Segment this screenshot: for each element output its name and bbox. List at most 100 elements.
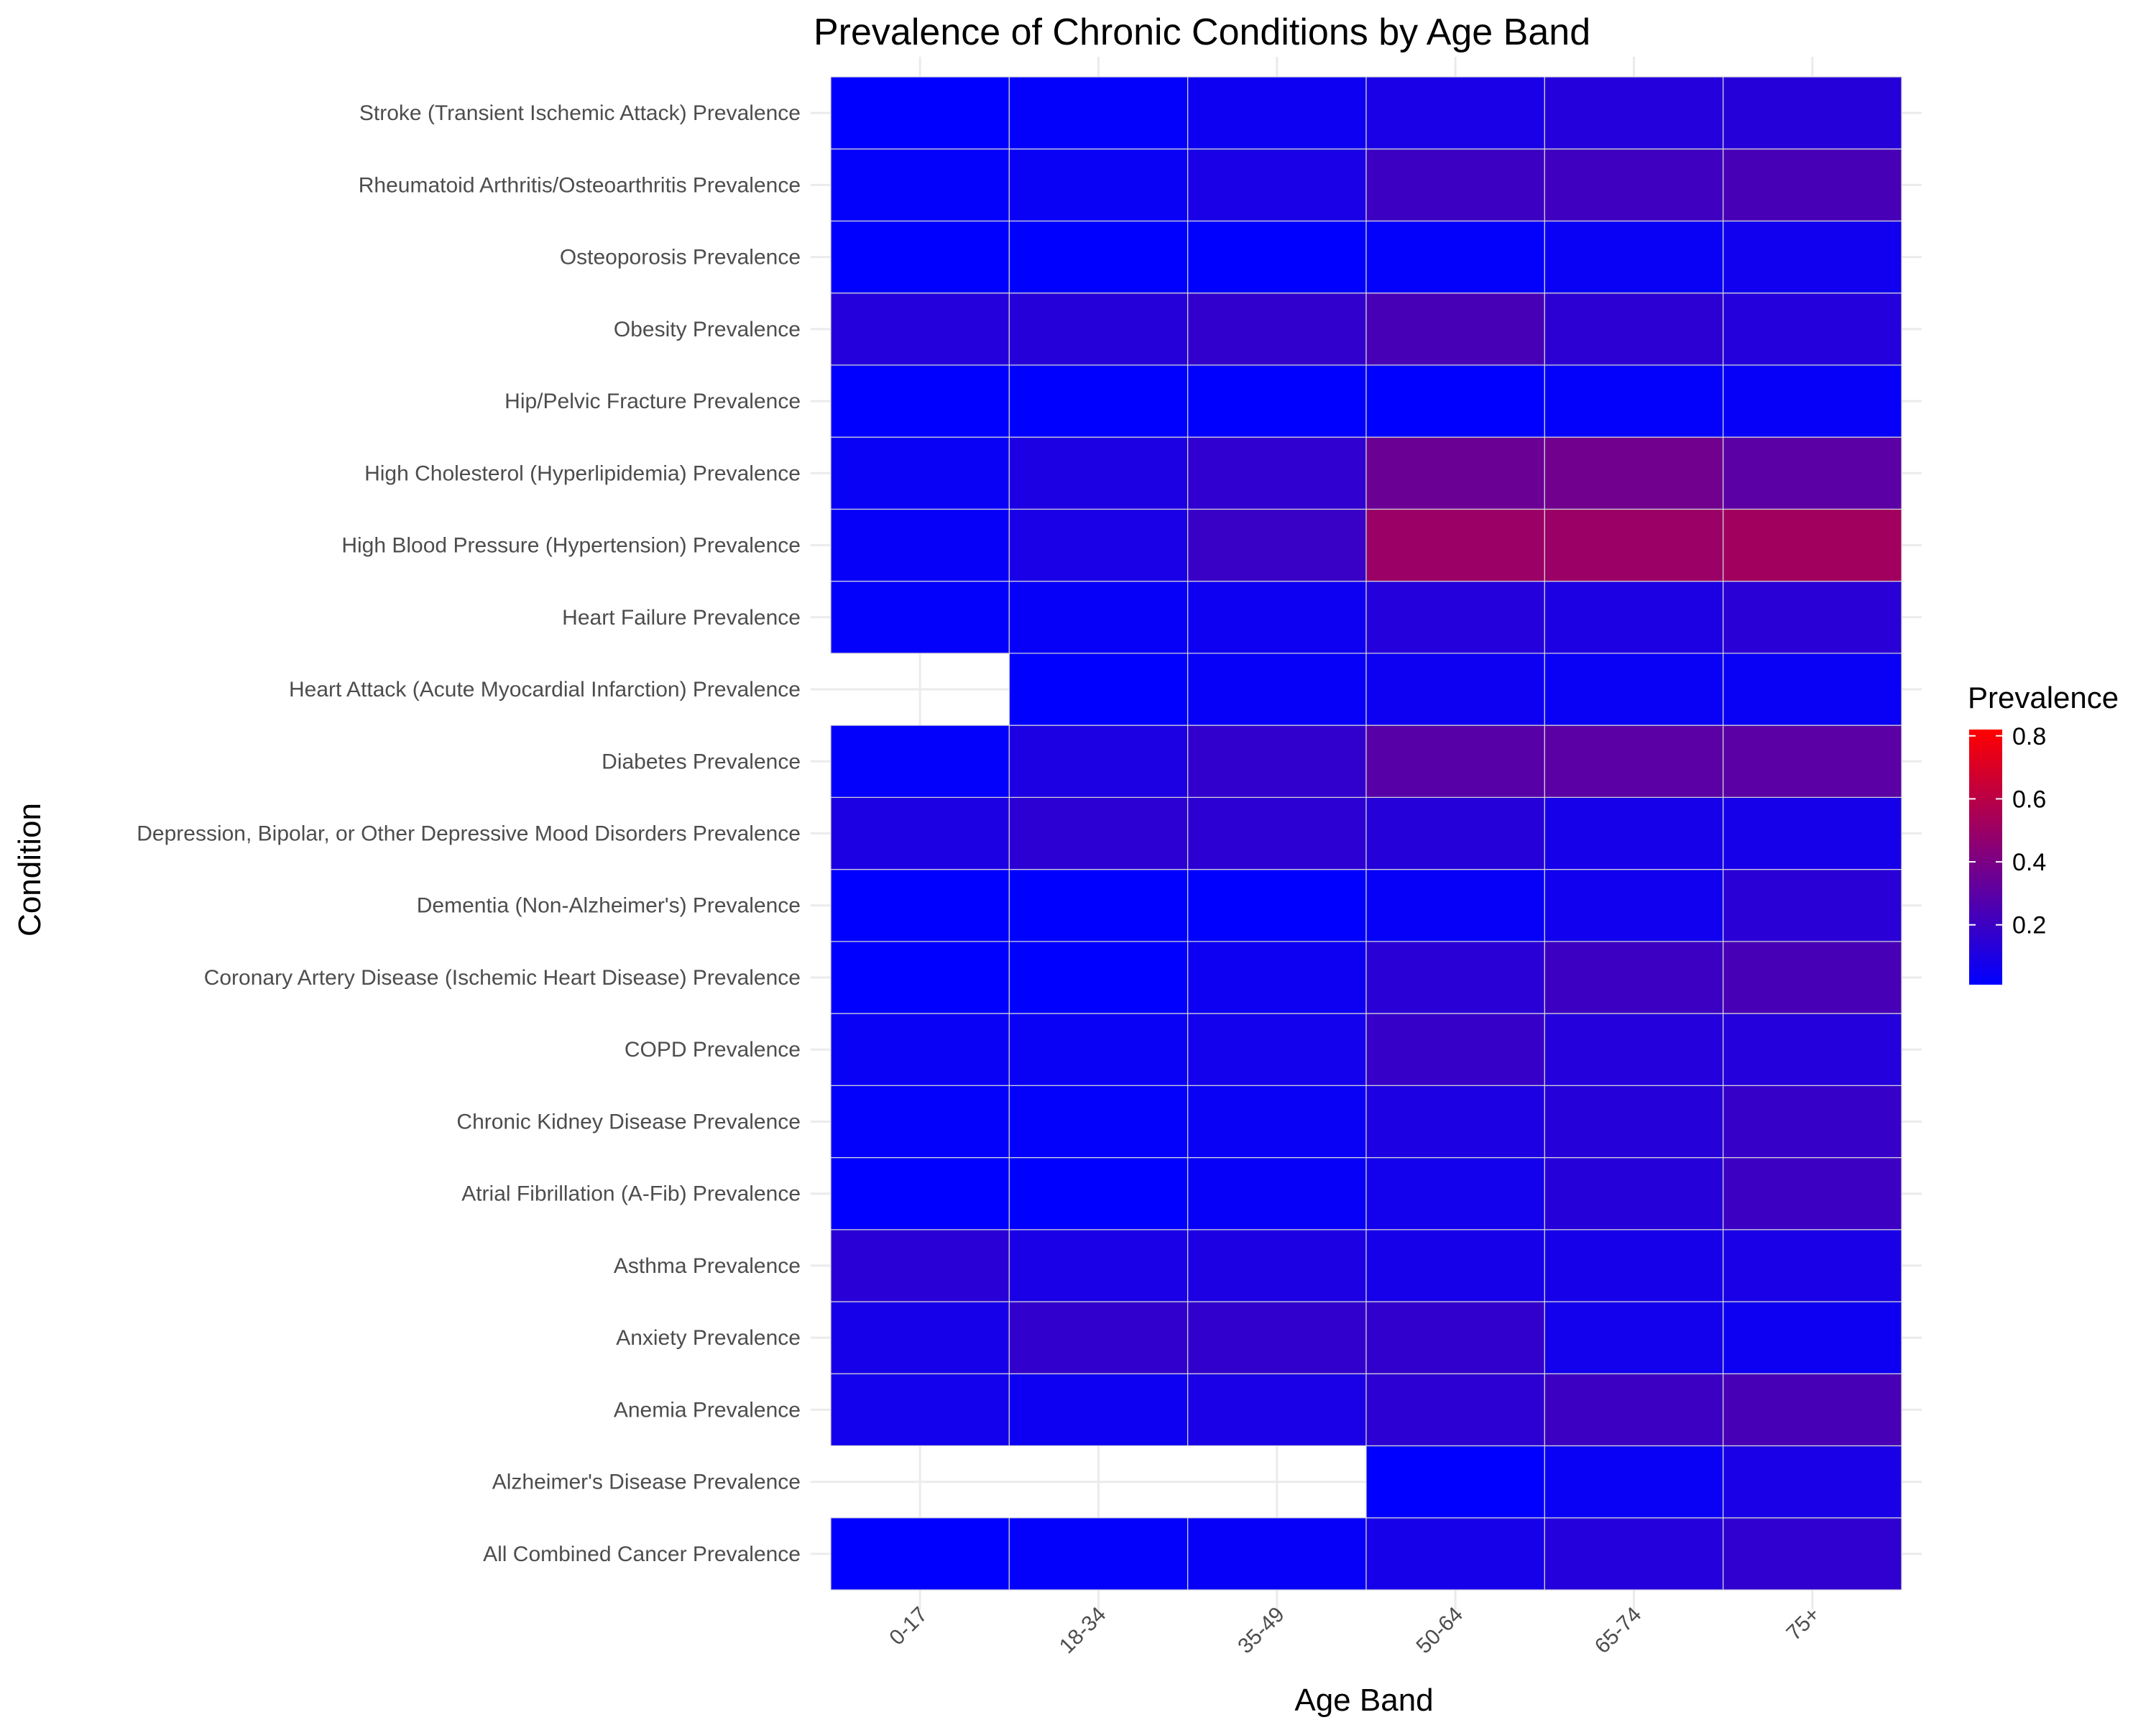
heatmap-cell [1008, 436, 1189, 510]
heatmap-cell [1008, 76, 1189, 150]
heatmap-cell [1187, 653, 1367, 726]
heatmap-cell [1187, 1085, 1367, 1159]
heatmap-cell [1365, 148, 1545, 222]
heatmap-cell [1187, 941, 1367, 1014]
heatmap-cell [830, 1085, 1010, 1159]
heatmap-cell [1008, 293, 1189, 366]
heatmap-cell [830, 1229, 1010, 1302]
heatmap-cell [1544, 1085, 1724, 1159]
heatmap-cell [830, 508, 1010, 582]
heatmap-cell [1365, 1445, 1545, 1519]
heatmap-cell [1187, 581, 1367, 654]
y-tick-label: Anemia Prevalence [614, 1398, 801, 1422]
heatmap-cell [1187, 1013, 1367, 1086]
heatmap-cell [1008, 1013, 1189, 1086]
heatmap-cell [1723, 653, 1902, 726]
heatmap-cell [1544, 1301, 1724, 1374]
heatmap-cell [1187, 1301, 1367, 1374]
heatmap-cell [1365, 941, 1545, 1014]
y-tick-label: Stroke (Transient Ischemic Attack) Preva… [359, 101, 801, 125]
heatmap-cell [1544, 1517, 1724, 1591]
heatmap-cell [1723, 869, 1902, 942]
y-tick-label: Coronary Artery Disease (Ischemic Heart … [204, 966, 801, 990]
heatmap-cell [1365, 1085, 1545, 1159]
heatmap-cell [1365, 1229, 1545, 1302]
y-tick-label: Alzheimer's Disease Prevalence [492, 1471, 801, 1494]
heatmap-cell [1365, 869, 1545, 942]
heatmap-cell [1544, 653, 1724, 726]
heatmap-cell [1544, 1445, 1724, 1519]
heatmap-cell [830, 724, 1010, 798]
heatmap-cell [1723, 941, 1902, 1014]
heatmap-cell [1365, 581, 1545, 654]
heatmap-cell [1187, 724, 1367, 798]
heatmap-cell [1008, 364, 1189, 438]
heatmap-cell [1008, 1229, 1189, 1302]
heatmap-cell [830, 76, 1010, 150]
heatmap-cell [1008, 724, 1189, 798]
y-axis-tick-labels: All Combined Cancer Prevalence Alzheimer'… [137, 101, 801, 1566]
heatmap-cell [1723, 76, 1902, 150]
heatmap-cell [1187, 796, 1367, 870]
heatmap-cell [1008, 869, 1189, 942]
heatmap-cell [830, 1156, 1010, 1230]
heatmap-cell [1544, 869, 1724, 942]
heatmap-cell [1723, 364, 1902, 438]
heatmap-cell [830, 941, 1010, 1014]
legend-tick-label: 0.6 [2012, 786, 2046, 813]
y-tick-label: Rheumatoid Arthritis/Osteoarthritis Prev… [359, 173, 801, 197]
x-tick-label: 18-34 [1055, 1603, 1111, 1659]
heatmap-cell [1723, 293, 1902, 366]
y-tick-label: COPD Prevalence [625, 1038, 801, 1062]
y-axis-title: Condition [12, 803, 47, 937]
heatmap-cell [1008, 1156, 1189, 1230]
heatmap-cell [1544, 796, 1724, 870]
heatmap-cell [1187, 869, 1367, 942]
heatmap-cell [830, 293, 1010, 366]
heatmap-cell [830, 1373, 1010, 1447]
heatmap-cell [1723, 1301, 1902, 1374]
heatmap-cell [1365, 1517, 1545, 1591]
heatmap-cell [1544, 148, 1724, 222]
y-tick-label: Chronic Kidney Disease Prevalence [456, 1110, 801, 1133]
heatmap-cell [1365, 364, 1545, 438]
heatmap-cell [830, 1301, 1010, 1374]
heatmap-cell [1008, 1517, 1189, 1591]
y-tick-label: Diabetes Prevalence [602, 750, 801, 773]
heatmap-cell [1544, 1229, 1724, 1302]
heatmap-cell [1187, 364, 1367, 438]
x-tick-label: 35-49 [1233, 1603, 1289, 1659]
heatmap-cell [1723, 1156, 1902, 1230]
heatmap-cell [830, 869, 1010, 942]
x-tick-label: 65-74 [1590, 1603, 1646, 1659]
heatmap-cell [1723, 1373, 1902, 1447]
heatmap-cell [1544, 1156, 1724, 1230]
legend-colorbar [1969, 730, 2002, 985]
heatmap-cell [830, 436, 1010, 510]
heatmap-cell [1008, 653, 1189, 726]
x-tick-label: 50-64 [1412, 1603, 1468, 1659]
heatmap-cell [1544, 220, 1724, 294]
heatmap-cell [1365, 508, 1545, 582]
y-tick-label: Atrial Fibrillation (A-Fib) Prevalence [461, 1182, 801, 1206]
heatmap-cell [830, 581, 1010, 654]
y-tick-label: Heart Attack (Acute Myocardial Infarctio… [289, 678, 801, 702]
heatmap-cell [1365, 76, 1545, 150]
legend-title: Prevalence [1968, 681, 2119, 714]
heatmap-cell [1187, 1156, 1367, 1230]
heatmap-cell [1187, 148, 1367, 222]
heatmap-cell [1187, 76, 1367, 150]
y-tick-label: Asthma Prevalence [614, 1254, 801, 1278]
heatmap-cell [1365, 724, 1545, 798]
heatmap-cell [1544, 1373, 1724, 1447]
legend-tick-label: 0.4 [2012, 849, 2046, 876]
y-tick-label: Hip/Pelvic Fracture Prevalence [505, 390, 801, 413]
heatmap-cell [1723, 796, 1902, 870]
x-tick-label: 75+ [1782, 1603, 1824, 1645]
legend-ticks: 0.2 0.4 0.6 0.8 [1969, 723, 2046, 939]
heatmap-cell [1187, 1517, 1367, 1591]
heatmap-cell [1723, 436, 1902, 510]
heatmap-cell [1008, 1085, 1189, 1159]
heatmap-cell [1544, 76, 1724, 150]
